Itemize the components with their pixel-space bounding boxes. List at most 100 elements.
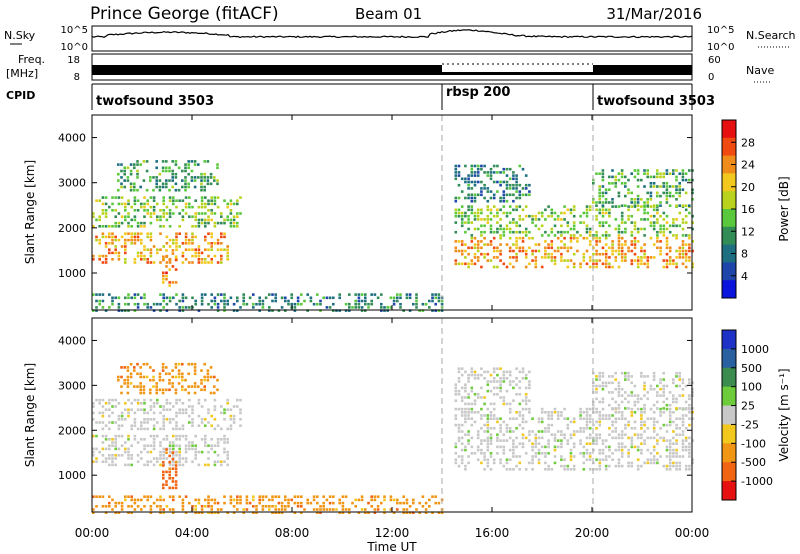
- power-cell: [92, 215, 95, 218]
- power-cell: [204, 258, 207, 261]
- power-cell: [508, 193, 512, 197]
- power-cell: [162, 274, 165, 278]
- power-cell: [489, 240, 493, 243]
- power-cell: [117, 172, 120, 176]
- velocity-cell: [540, 420, 544, 424]
- power-cell: [405, 296, 409, 300]
- power-cell: [111, 299, 114, 303]
- power-colorbar-swatch: [722, 191, 736, 210]
- power-cell: [508, 227, 512, 231]
- power-cell: [194, 225, 197, 228]
- velocity-colorbar-swatch: [722, 424, 736, 444]
- power-cell: [162, 199, 165, 202]
- velocity-cell: [572, 442, 576, 445]
- velocity-cell: [210, 438, 213, 441]
- velocity-cell: [604, 458, 608, 461]
- power-cell: [389, 296, 393, 300]
- power-cell: [560, 252, 563, 256]
- velocity-cell: [470, 367, 474, 370]
- velocity-cell: [470, 445, 474, 449]
- power-cell: [579, 262, 582, 266]
- velocity-cell: [200, 378, 203, 382]
- velocity-cell: [95, 457, 98, 460]
- power-cell: [194, 248, 197, 251]
- velocity-cell: [114, 405, 117, 408]
- power-cell: [159, 209, 162, 212]
- power-cell: [489, 190, 493, 193]
- power-cell: [553, 259, 557, 262]
- power-cell: [338, 309, 341, 312]
- velocity-cell: [392, 511, 396, 514]
- power-cell: [140, 221, 143, 225]
- power-cell: [595, 240, 598, 243]
- power-cell: [354, 306, 357, 309]
- power-cell: [646, 259, 650, 262]
- velocity-cell: [229, 418, 233, 421]
- power-cell: [127, 215, 130, 218]
- velocity-cell: [521, 436, 525, 440]
- velocity-cell: [155, 382, 158, 385]
- power-cell: [608, 224, 611, 228]
- power-cell: [226, 215, 229, 218]
- velocity-cell: [236, 495, 239, 498]
- power-cell: [111, 251, 114, 255]
- power-cell: [200, 172, 203, 176]
- power-cell: [473, 183, 477, 187]
- power-cell: [197, 248, 201, 251]
- power-cell: [483, 243, 486, 246]
- power-cell: [460, 249, 464, 253]
- power-cell: [585, 211, 589, 215]
- velocity-cell: [181, 508, 185, 511]
- velocity-cell: [149, 508, 153, 511]
- power-cell: [640, 262, 643, 266]
- velocity-cell: [101, 441, 105, 444]
- power-cell: [213, 202, 217, 206]
- velocity-cell: [470, 452, 474, 455]
- velocity-cell: [178, 457, 181, 460]
- power-cell: [636, 204, 640, 207]
- velocity-cell: [258, 498, 261, 502]
- velocity-cell: [528, 461, 531, 465]
- velocity-cell: [684, 414, 688, 417]
- power-cell: [197, 176, 200, 179]
- power-cell: [220, 258, 223, 261]
- power-cell: [492, 256, 496, 259]
- power-cell: [636, 262, 640, 266]
- power-colorbar-swatches: [722, 120, 736, 299]
- power-cell: [360, 299, 364, 303]
- power-cell: [354, 299, 357, 303]
- velocity-cell: [357, 498, 361, 502]
- power-cell: [168, 296, 172, 300]
- power-cell: [146, 306, 149, 309]
- velocity-cell: [544, 411, 547, 414]
- power-cell: [582, 259, 586, 262]
- velocity-cell: [181, 424, 185, 427]
- power-cell: [627, 178, 630, 182]
- velocity-cell: [656, 461, 659, 465]
- velocity-cell: [547, 464, 550, 468]
- velocity-cell: [95, 460, 98, 463]
- velocity-cell: [140, 427, 143, 431]
- power-cell: [204, 248, 207, 251]
- velocity-cell: [174, 470, 178, 474]
- power-cell: [656, 218, 659, 221]
- power-cell: [124, 242, 127, 245]
- velocity-cell: [672, 461, 675, 465]
- power-cell: [104, 209, 108, 212]
- velocity-cell: [114, 441, 117, 444]
- power-cell: [512, 199, 515, 203]
- power-cell: [592, 252, 595, 256]
- velocity-cell: [617, 448, 621, 452]
- power-cell: [646, 169, 649, 172]
- power-cell: [200, 302, 204, 306]
- velocity-cell: [114, 463, 117, 467]
- velocity-cell: [120, 434, 124, 438]
- velocity-cell: [203, 385, 206, 388]
- power-cell: [338, 293, 341, 296]
- velocity-cell: [226, 441, 229, 444]
- velocity-cell: [598, 400, 601, 404]
- power-cell: [473, 211, 477, 215]
- power-cell: [287, 299, 290, 303]
- velocity-cell: [489, 411, 493, 414]
- velocity-cell: [640, 452, 643, 455]
